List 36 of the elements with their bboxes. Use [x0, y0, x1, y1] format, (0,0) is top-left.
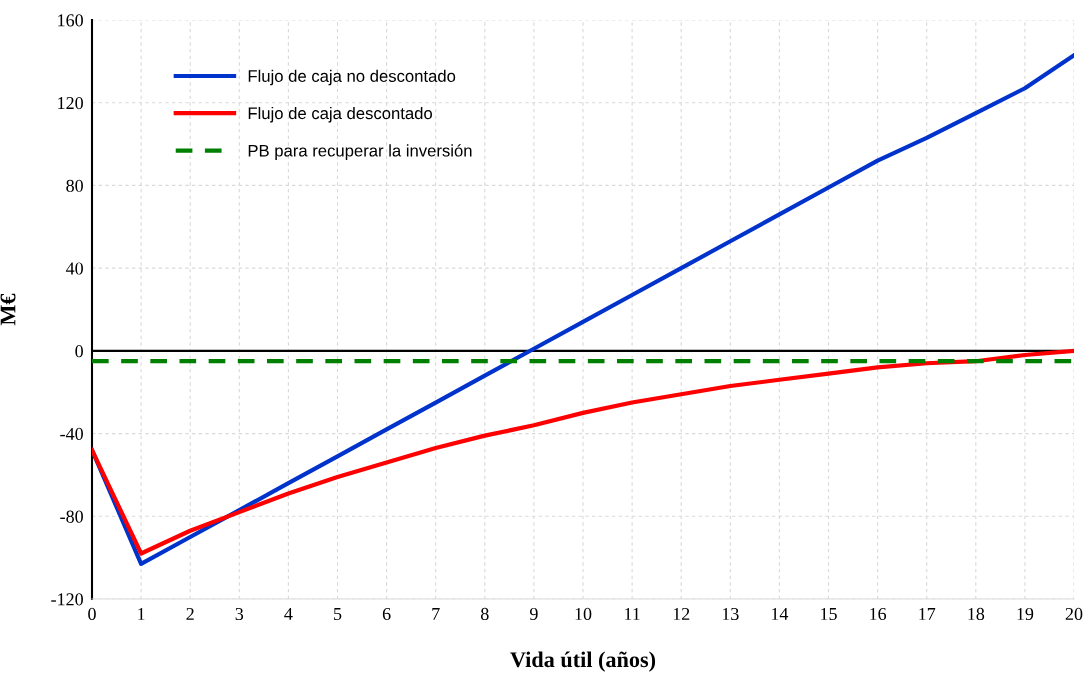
x-tick-label: 19 [1017, 607, 1034, 621]
x-tick-label: 11 [625, 607, 640, 620]
x-axis-title: Vida útil (años) [510, 651, 656, 672]
legend-label: Flujo de caja descontado [248, 106, 433, 123]
x-tick-label: 2 [186, 607, 194, 620]
x-tick-label: 18 [968, 607, 985, 621]
x-tick-label: 10 [575, 607, 592, 621]
y-tick-label: 160 [58, 14, 83, 27]
x-tick-label: 20 [1065, 607, 1083, 621]
x-tick-label: 3 [235, 607, 244, 621]
line-series [92, 53, 1074, 566]
line-series [92, 348, 1074, 556]
y-tick-label: 0 [75, 345, 83, 358]
y-tick-label: 80 [66, 179, 83, 192]
legend-label: Flujo de caja no descontado [248, 69, 456, 86]
x-tick-label: 6 [382, 607, 391, 621]
y-axis-title: M€ [0, 293, 16, 326]
x-tick-label: 13 [722, 607, 739, 621]
y-tick-label: -80 [60, 510, 83, 523]
x-tick-label: 7 [432, 608, 440, 620]
x-tick-label: 16 [870, 607, 887, 621]
x-tick-label: 1 [138, 607, 145, 620]
x-tick-label: 15 [821, 607, 837, 621]
y-tick-label: -120 [51, 593, 83, 606]
x-tick-label: 5 [334, 608, 342, 621]
x-tick-label: 8 [480, 607, 489, 621]
y-tick-label: 40 [65, 262, 83, 275]
x-tick-label: 9 [529, 607, 538, 621]
x-tick-label: 4 [284, 607, 293, 620]
x-tick-label: 12 [673, 607, 690, 620]
x-tick-label: 14 [771, 607, 789, 620]
x-tick-label: 17 [919, 607, 936, 620]
y-tick-label: 120 [58, 96, 83, 110]
x-tick-label: 0 [88, 607, 96, 621]
y-tick-label: -40 [60, 427, 83, 441]
legend-label: PB para recuperar la inversión [248, 144, 472, 160]
